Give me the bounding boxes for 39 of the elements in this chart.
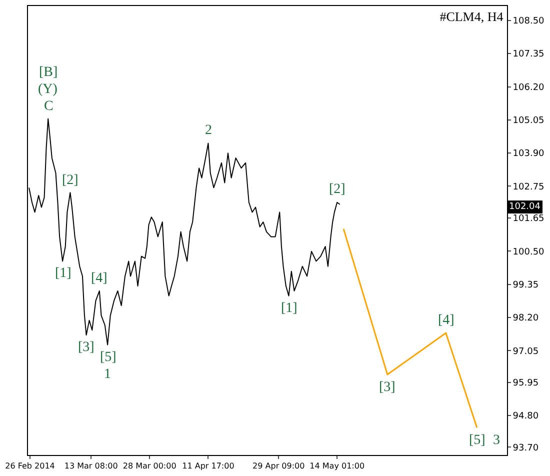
y-tick-label: 107.35 — [512, 50, 544, 60]
x-tick-label: 13 Mar 08:00 — [64, 462, 118, 471]
annotation: [1] — [281, 301, 298, 316]
annotation: [3] — [78, 340, 94, 355]
x-tick-label: 28 Mar 00:00 — [122, 462, 176, 471]
line-series — [342, 228, 478, 428]
y-tick-label: 99.35 — [512, 280, 539, 290]
y-tick-label: 93.70 — [512, 443, 539, 454]
annotation: [B] — [39, 65, 58, 80]
x-tick-label: 29 Apr 09:00 — [252, 462, 305, 471]
y-tick-label: 105.05 — [512, 116, 544, 126]
annotation: [5] — [100, 350, 116, 365]
annotation: [4] — [91, 271, 108, 286]
annotation: 102.04 — [509, 202, 541, 212]
y-tick-label: 108.50 — [512, 16, 545, 27]
annotation: [2] — [62, 173, 78, 188]
y-tick-label: 97.05 — [512, 346, 539, 357]
y-tick-label: 101.65 — [512, 214, 544, 224]
annotation: [5] — [469, 433, 486, 448]
annotation: [1] — [55, 266, 72, 281]
y-tick-label: 95.95 — [512, 378, 539, 388]
x-tick-label: 26 Feb 2014 — [5, 462, 55, 471]
y-tick-label: 102.75 — [512, 182, 544, 192]
y-tick-label: 103.90 — [512, 149, 545, 160]
annotation: 2 — [205, 123, 212, 138]
y-tick-label: 106.20 — [512, 82, 545, 93]
annotation: C — [44, 99, 54, 114]
y-tick-label: 98.20 — [512, 314, 539, 324]
y-tick-label: 94.80 — [512, 412, 539, 422]
annotation: (Y) — [38, 82, 58, 97]
x-tick-label: 14 May 01:00 — [310, 462, 365, 471]
chart-title: #CLM4, H4 — [440, 9, 504, 24]
annotation: [2] — [329, 182, 346, 197]
annotation: [3] — [379, 380, 396, 395]
annotation: [4] — [438, 313, 454, 328]
annotation: 3 — [493, 433, 500, 448]
y-tick-label: 100.50 — [512, 247, 545, 258]
annotation: 1 — [104, 367, 111, 382]
x-tick-label: 11 Apr 17:00 — [182, 462, 234, 471]
